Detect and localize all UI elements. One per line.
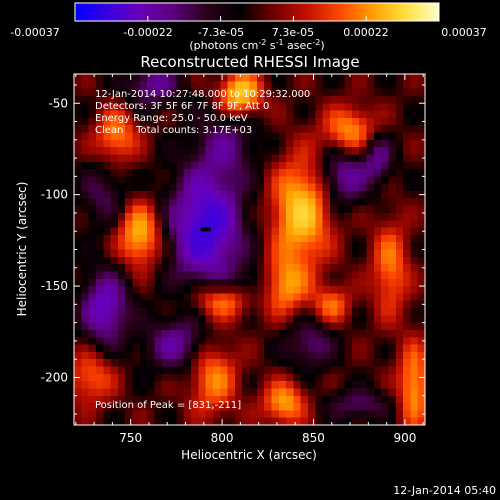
peak-position-text: Position of Peak = [831,-211] (95, 400, 241, 411)
info-line-time: 12-Jan-2014 10:27:48.000 to 10:29:32.000 (95, 89, 310, 100)
timestamp: 12-Jan-2014 05:40 (393, 484, 496, 497)
colorbar-tick-label: -0.00037 (10, 26, 59, 39)
colorbar-tick-labels: -0.00037 -0.00022 -7.3e-05 7.3e-05 0.000… (10, 26, 486, 39)
colorbar-tick-label: 0.00037 (441, 26, 487, 39)
colorbar-ticks (74, 16, 440, 21)
y-tick-label: -100 (41, 188, 68, 202)
info-overlay: 12-Jan-2014 10:27:48.000 to 10:29:32.000… (95, 89, 310, 411)
colorbar-tick-label: -0.00022 (123, 26, 172, 39)
x-tick-label: 850 (302, 431, 325, 445)
y-ticks: -50 -100 -150 -200 (41, 84, 425, 415)
colorbar (74, 2, 440, 22)
y-tick-label: -150 (41, 279, 68, 293)
x-tick-label: 800 (211, 431, 234, 445)
info-line-detectors: Detectors: 3F 5F 6F 7F 8F 9F, Att 0 (95, 101, 269, 112)
peak-marker (200, 227, 211, 232)
x-tick-label: 750 (119, 431, 142, 445)
heatmap-image (74, 74, 425, 425)
info-line-clean: Clean Total counts: 3.17E+03 (95, 125, 252, 136)
y-axis-label: Heliocentric Y (arcsec) (15, 182, 29, 317)
x-axis-label: Heliocentric X (arcsec) (181, 448, 317, 462)
info-line-energy: Energy Range: 25.0 - 50.0 keV (95, 113, 248, 124)
colorbar-tick-label: -7.3e-05 (198, 26, 244, 39)
x-tick-label: 900 (393, 431, 416, 445)
colorbar-tick-label: 0.00022 (343, 26, 389, 39)
plot-title: Reconstructed RHESSI Image (140, 53, 359, 71)
x-ticks: 750 800 850 900 (75, 74, 424, 445)
y-tick-label: -200 (41, 370, 68, 384)
colorbar-units: (photons cm-2 s-1 asec-2) (189, 38, 324, 52)
colorbar-tick-label: 7.3e-05 (272, 26, 314, 39)
y-tick-label: -50 (48, 96, 68, 110)
